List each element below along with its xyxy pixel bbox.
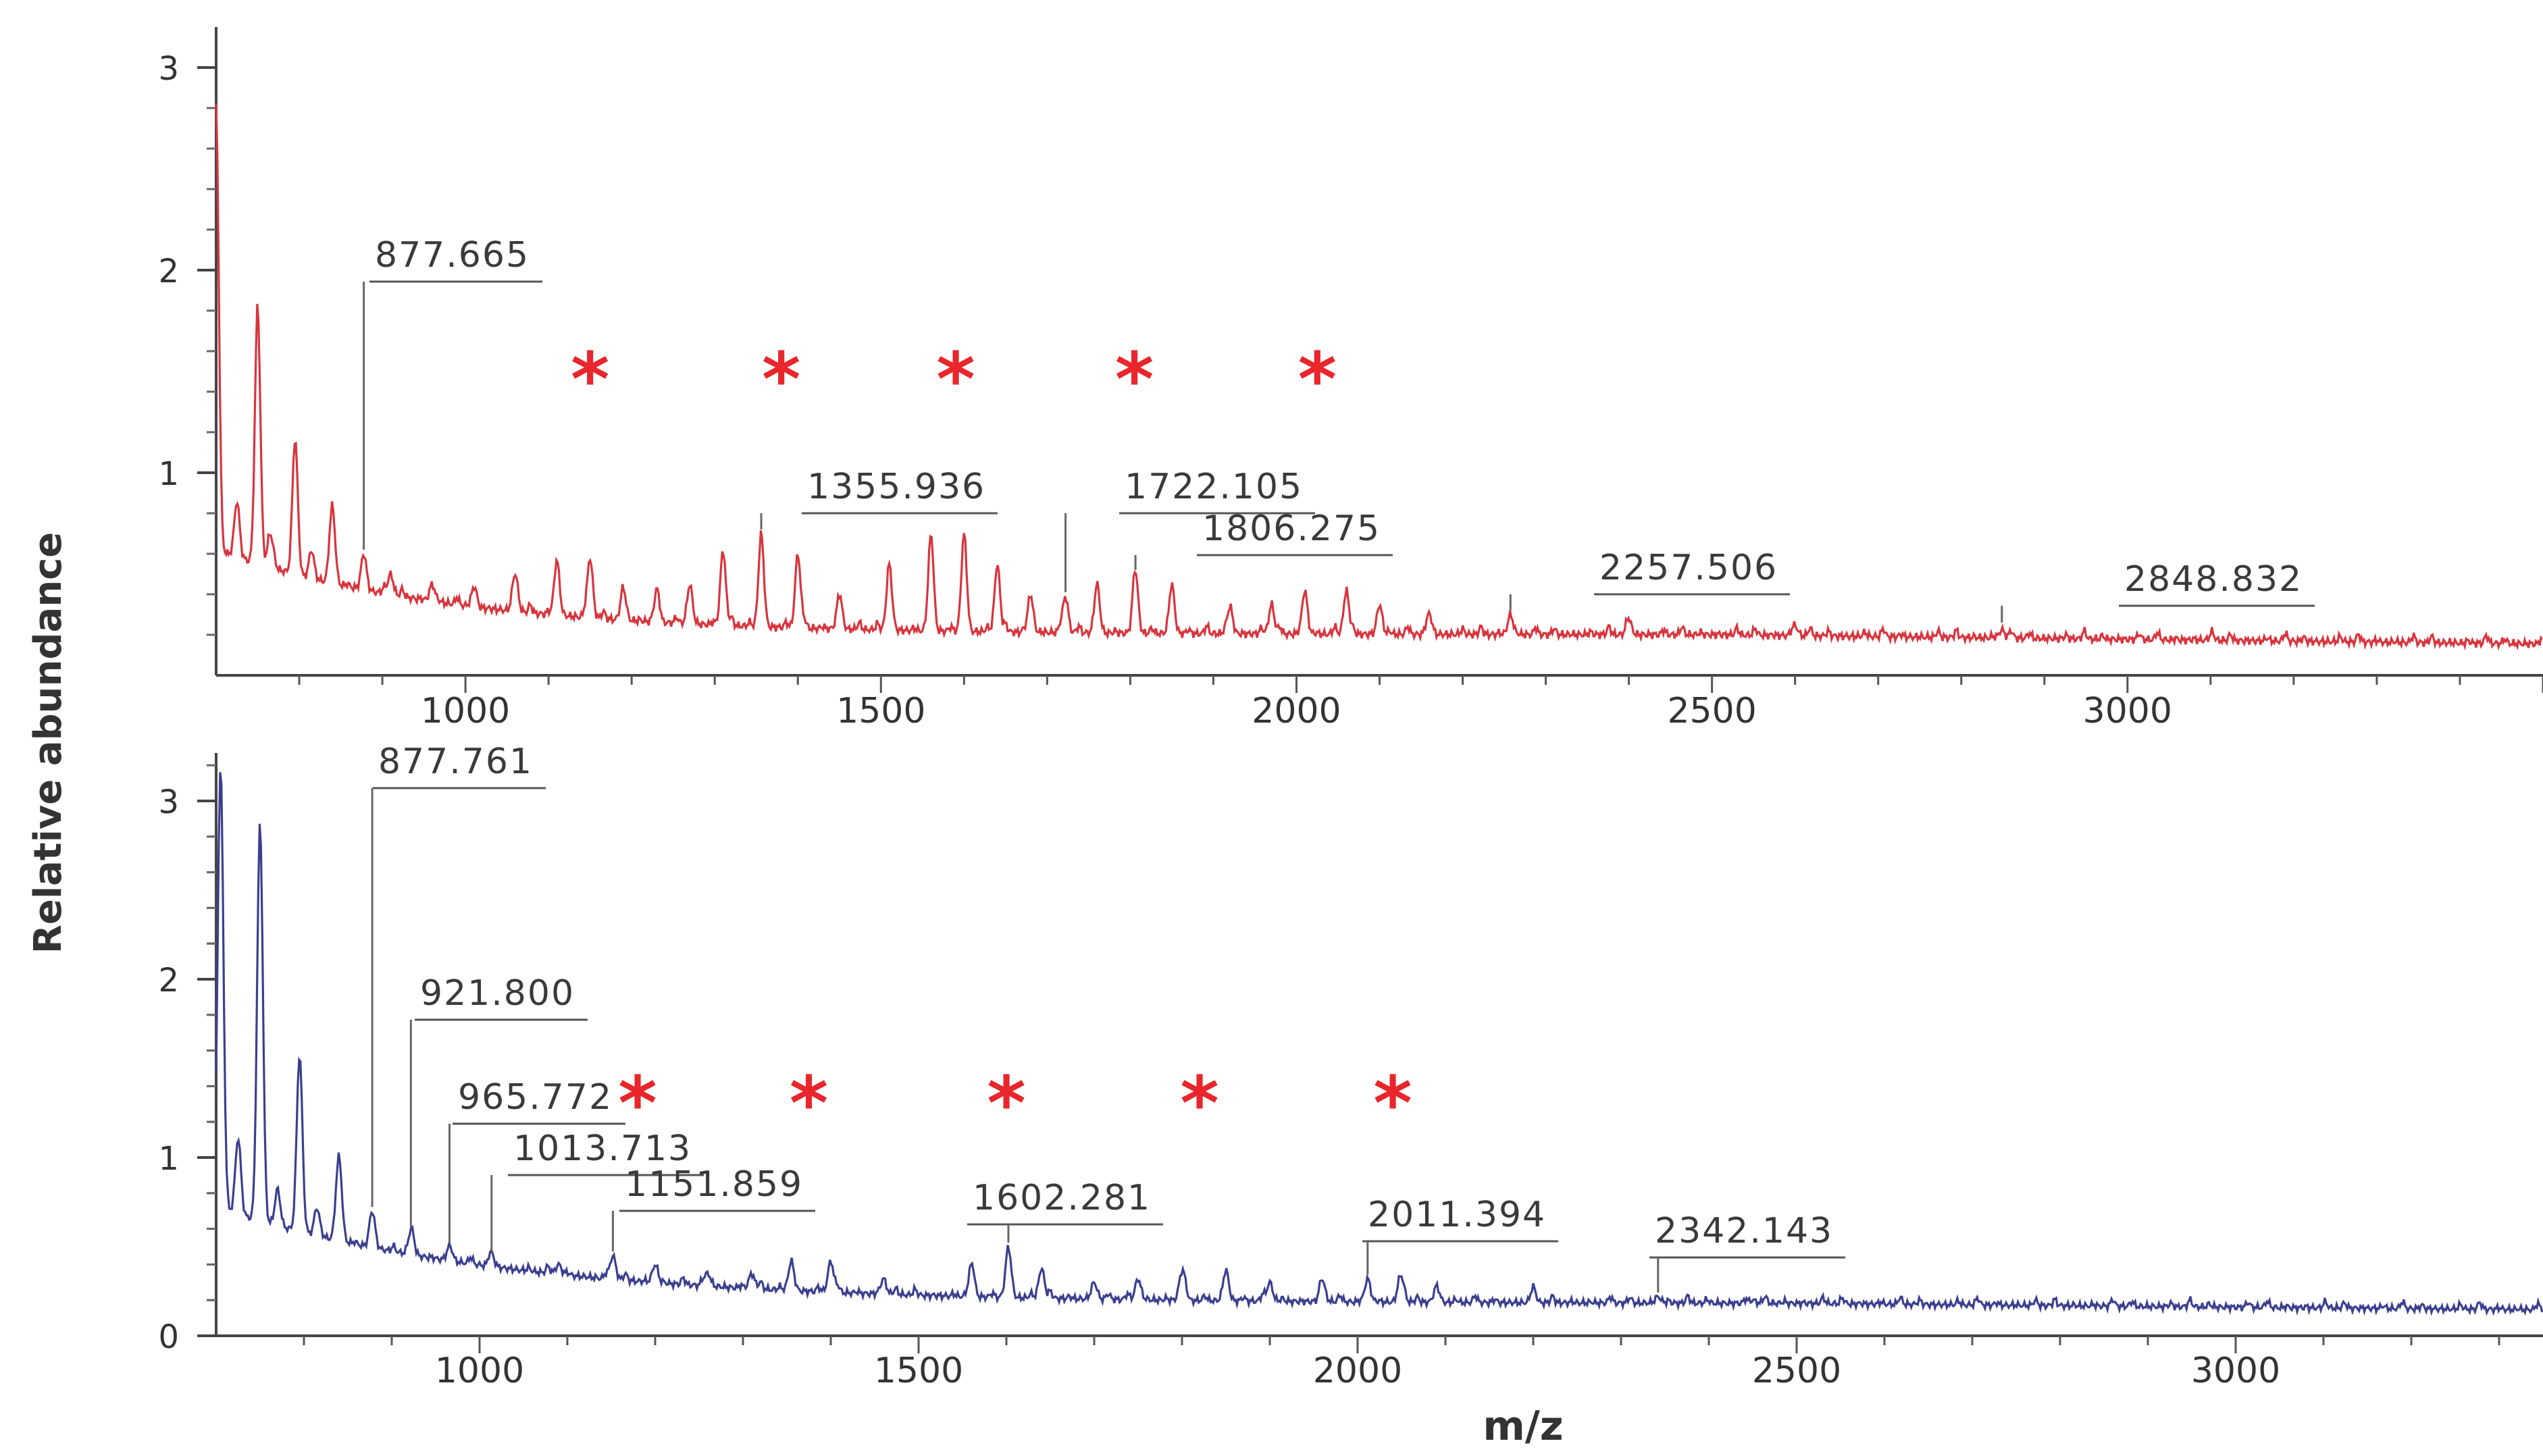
highlight-asterisk: * [1115, 336, 1154, 423]
x-tick-label: 3000 [2191, 1351, 2280, 1391]
peak-label: 1151.859 [625, 1164, 803, 1205]
highlight-asterisk: * [1180, 1060, 1219, 1147]
y-axis-title: Relative abundance [26, 532, 70, 954]
bottom-spectrum-panel: 0 1 2 3 1000 1500 2000 2500 3000 877.761 921.800 96… [158, 742, 2543, 1391]
x-tick-label: 2500 [1752, 1351, 1841, 1391]
peak-label: 877.761 [378, 742, 533, 782]
highlight-asterisk: * [1373, 1060, 1412, 1147]
y-tick-label: 0 [158, 1318, 179, 1356]
highlight-asterisk: * [571, 336, 610, 423]
x-tick-label: 3000 [2083, 691, 2172, 731]
peak-label: 2257.506 [1599, 548, 1778, 588]
highlight-asterisk: * [1298, 336, 1337, 423]
y-tick-label: 3 [158, 50, 179, 88]
y-tick-label: 3 [158, 783, 179, 821]
x-tick-label: 1500 [874, 1351, 963, 1391]
peak-label: 1602.281 [973, 1178, 1151, 1218]
y-tick-label: 2 [158, 962, 179, 999]
peak-label: 1722.105 [1125, 467, 1303, 507]
peak-label: 1013.713 [513, 1128, 692, 1169]
x-axis-title: m/z [1483, 1403, 1563, 1450]
y-tick-label: 1 [158, 455, 179, 493]
x-tick-label: 2000 [1252, 691, 1341, 731]
peak-label: 965.772 [458, 1077, 613, 1118]
x-tick-label: 2500 [1667, 691, 1756, 731]
x-tick-label: 1500 [836, 691, 925, 731]
highlight-asterisk: * [987, 1060, 1026, 1147]
spectrum-red-trace [215, 103, 2543, 651]
y-tick-label: 2 [158, 253, 179, 290]
highlight-asterisk: * [762, 336, 801, 423]
highlight-asterisk: * [618, 1060, 657, 1147]
peak-label: 877.665 [375, 235, 530, 276]
peak-label: 921.800 [420, 973, 575, 1014]
peak-label: 2848.832 [2124, 559, 2303, 600]
peak-label: 2011.394 [1368, 1195, 1546, 1235]
peak-label: 2342.143 [1655, 1211, 1833, 1251]
peak-label: 1355.936 [807, 467, 985, 507]
x-tick-label: 2000 [1313, 1351, 1402, 1391]
top-spectrum-panel: 1 2 3 1000 1500 2000 2500 3000 877.665 1355.936 17… [158, 27, 2543, 731]
x-tick-label: 1000 [421, 691, 510, 731]
y-tick-label: 1 [158, 1140, 179, 1178]
highlight-asterisk: * [936, 336, 975, 423]
spectrum-blue-trace [215, 772, 2543, 1316]
highlight-asterisk: * [790, 1060, 829, 1147]
peak-label: 1806.275 [1202, 509, 1381, 549]
x-tick-label: 1000 [435, 1351, 524, 1391]
